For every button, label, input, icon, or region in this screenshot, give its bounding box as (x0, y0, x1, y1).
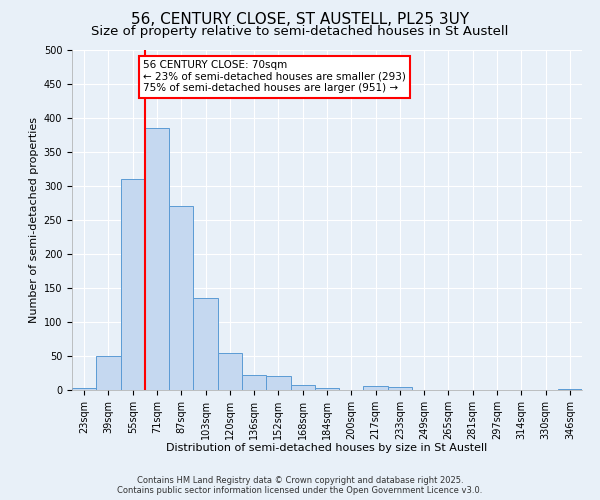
Bar (558, 388, 582, 390)
Text: Contains public sector information licensed under the Open Government Licence v3: Contains public sector information licen… (118, 486, 482, 495)
Bar (364, 386, 388, 390)
Bar (266, 376, 290, 390)
Text: Contains HM Land Registry data © Crown copyright and database right 2025.: Contains HM Land Registry data © Crown c… (137, 476, 463, 485)
Bar (96, 356, 121, 390)
Text: Size of property relative to semi-detached houses in St Austell: Size of property relative to semi-detach… (91, 25, 509, 38)
Bar (218, 352, 242, 390)
Text: 56 CENTURY CLOSE: 70sqm
← 23% of semi-detached houses are smaller (293)
75% of s: 56 CENTURY CLOSE: 70sqm ← 23% of semi-de… (143, 60, 406, 94)
Text: 56, CENTURY CLOSE, ST AUSTELL, PL25 3UY: 56, CENTURY CLOSE, ST AUSTELL, PL25 3UY (131, 12, 469, 28)
Bar (72, 388, 96, 390)
Bar (242, 375, 266, 390)
Bar (388, 386, 412, 390)
Bar (193, 298, 218, 390)
Bar (145, 128, 169, 390)
Bar (315, 388, 339, 390)
Bar (121, 179, 145, 390)
Y-axis label: Number of semi-detached properties: Number of semi-detached properties (29, 117, 40, 323)
Bar (169, 206, 193, 390)
Bar (290, 384, 315, 390)
X-axis label: Distribution of semi-detached houses by size in St Austell: Distribution of semi-detached houses by … (166, 444, 488, 454)
